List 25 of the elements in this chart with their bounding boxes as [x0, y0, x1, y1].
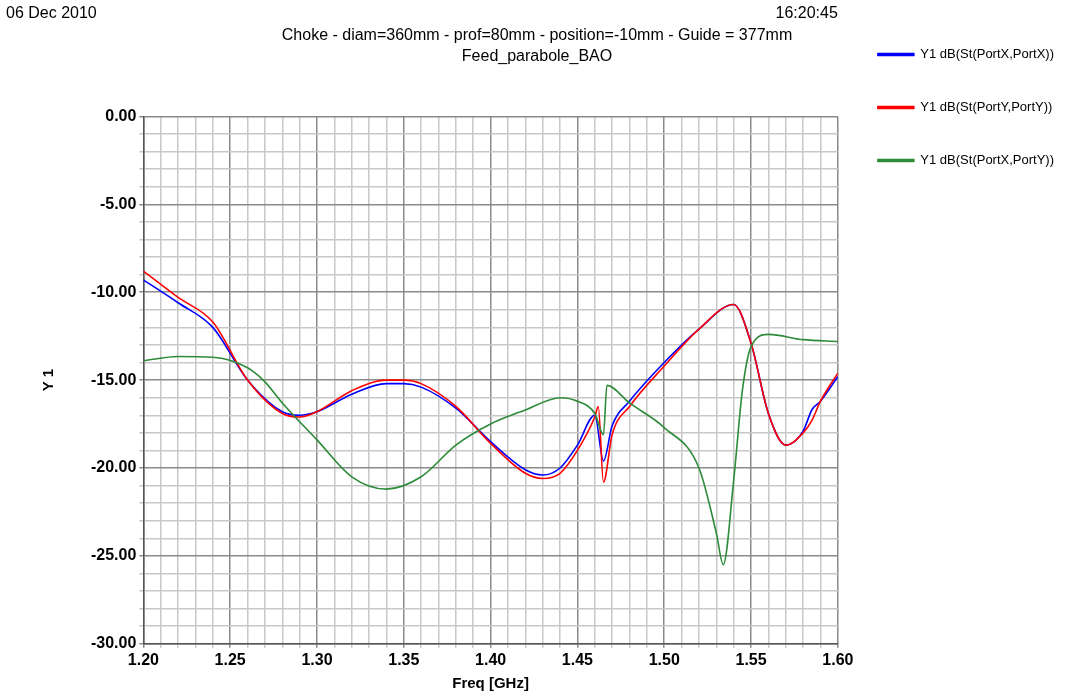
y-tick-label: -30.00	[90, 634, 137, 652]
legend-label: Y1 dB(St(PortX,PortY))	[920, 152, 1055, 168]
x-tick-label: 1.50	[648, 650, 680, 668]
x-tick-label: 1.35	[388, 650, 420, 668]
y-tick-label: -15.00	[90, 370, 137, 388]
x-tick-label: 1.40	[475, 650, 507, 668]
x-tick-label: 1.30	[301, 650, 333, 668]
y-tick-label: -10.00	[90, 282, 137, 300]
y-tick-label: 0.00	[105, 106, 137, 124]
y-tick-label: -20.00	[90, 458, 137, 476]
y-axis-title: Y 1	[39, 368, 57, 392]
chart-subtitle: Feed_parabole_BAO	[461, 47, 613, 66]
x-tick-label: 1.45	[561, 650, 594, 668]
y-tick-label: -5.00	[99, 194, 137, 212]
x-tick-label: 1.20	[127, 650, 160, 668]
text: 06 Dec 2010	[6, 4, 97, 22]
x-tick-label: 1.55	[735, 650, 767, 668]
y-tick-label: -25.00	[90, 546, 137, 564]
x-tick-label: 1.25	[214, 650, 246, 668]
text: 16:20:45	[775, 4, 838, 22]
legend-label: Y1 dB(St(PortY,PortY))	[920, 99, 1053, 115]
x-axis-title: Freq [GHz]	[452, 674, 529, 692]
legend-label: Y1 dB(St(PortX,PortX))	[920, 46, 1055, 62]
chart-title: Choke - diam=360mm - prof=80mm - position=-10mm - Guide = 377mm	[281, 26, 793, 44]
x-tick-label: 1.60	[822, 650, 854, 668]
